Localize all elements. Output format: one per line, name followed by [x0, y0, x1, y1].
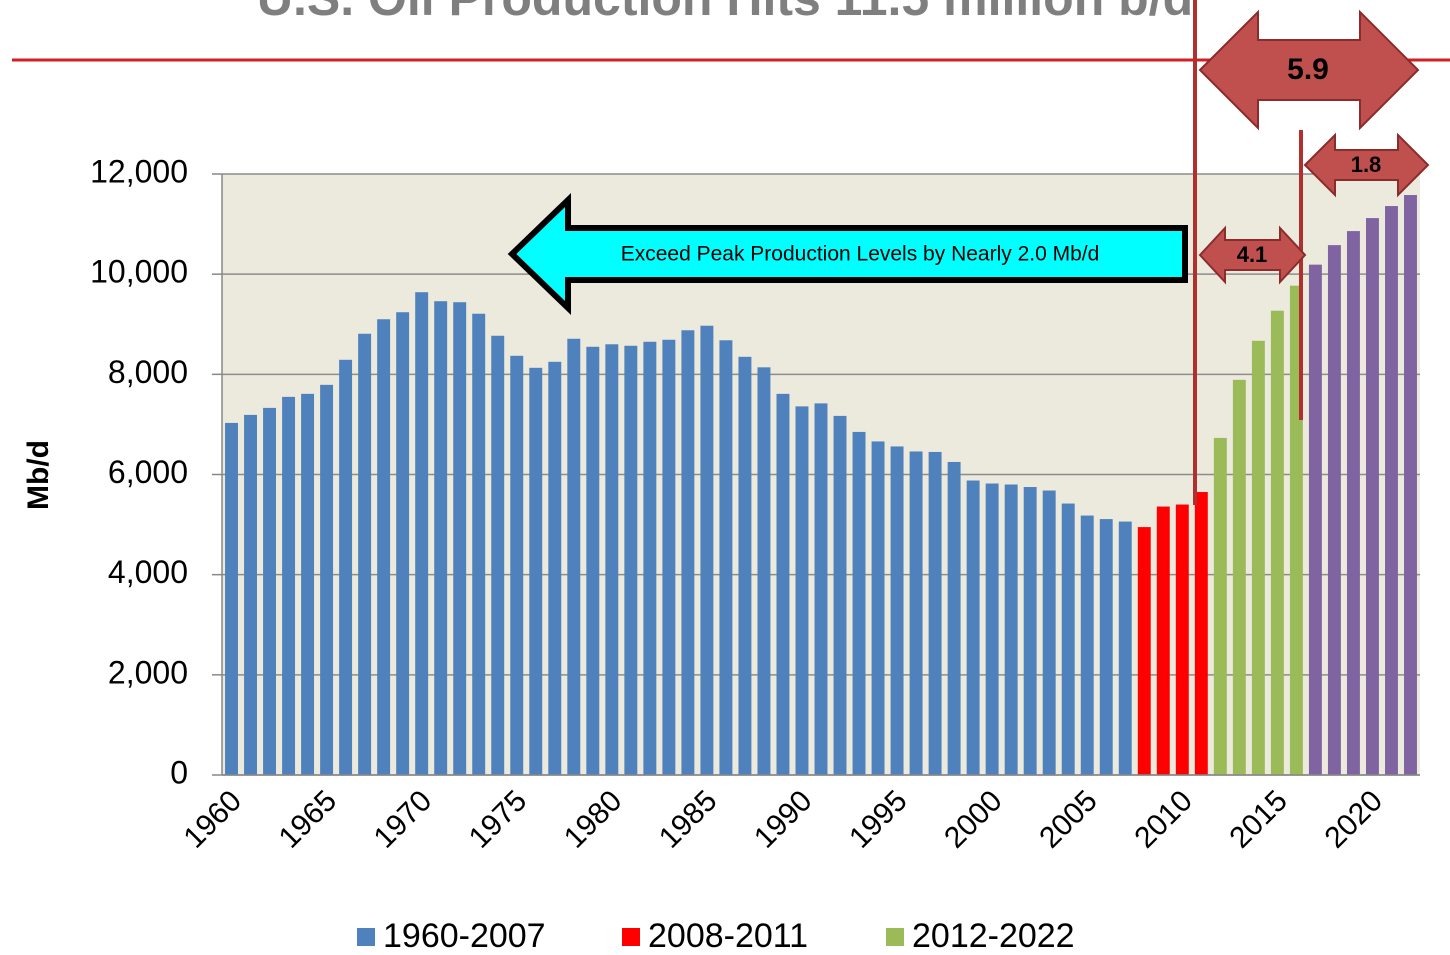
- y-tick-label: 6,000: [108, 454, 188, 490]
- bar: [358, 333, 372, 775]
- bar: [852, 431, 866, 775]
- bar: [1004, 484, 1018, 775]
- bar: [586, 346, 600, 775]
- x-tick-label: 2015: [1223, 784, 1294, 855]
- x-tick-label: 1970: [368, 784, 439, 855]
- bar: [377, 319, 391, 775]
- x-tick-label: 2005: [1033, 784, 1104, 855]
- annotation: 5.9: [1287, 53, 1329, 86]
- bar: [225, 422, 238, 775]
- y-tick-label: 8,000: [108, 354, 188, 390]
- bar: [415, 292, 429, 775]
- bar: [795, 406, 809, 775]
- x-tick-label: 1965: [273, 784, 344, 855]
- y-tick-label: 2,000: [108, 654, 188, 690]
- double-arrow: [1198, 9, 1420, 131]
- bar: [719, 340, 733, 775]
- bar: [472, 313, 486, 775]
- y-tick-label: 4,000: [108, 554, 188, 590]
- bar: [1251, 340, 1265, 775]
- bar: [1118, 521, 1132, 775]
- x-tick-label: 1990: [748, 784, 819, 855]
- bar: [1404, 195, 1417, 775]
- bar: [871, 441, 885, 775]
- legend-label: 2012-2022: [912, 917, 1075, 955]
- bar: [453, 302, 467, 775]
- x-tick-label: 1980: [558, 784, 629, 855]
- bar: [548, 361, 562, 775]
- bar: [1042, 490, 1056, 775]
- bar: [567, 338, 581, 775]
- bar: [928, 451, 942, 775]
- bar: [833, 415, 847, 775]
- bar: [1346, 231, 1360, 776]
- bar: [339, 359, 353, 775]
- x-tick-label: 1995: [843, 784, 914, 855]
- bar: [244, 414, 257, 775]
- x-tick-label: 1960: [178, 784, 249, 855]
- bar: [624, 345, 638, 775]
- bar: [985, 483, 999, 775]
- annotation: 4.1: [1237, 242, 1268, 267]
- bar: [738, 356, 752, 775]
- bar: [1156, 506, 1170, 775]
- bar: [1194, 492, 1208, 775]
- bar: [434, 301, 448, 775]
- legend-swatch: [886, 928, 904, 946]
- annotation: 1.8: [1351, 152, 1382, 177]
- bar: [1365, 218, 1379, 775]
- annotation: Exceed Peak Production Levels by Nearly …: [621, 243, 1100, 266]
- bar: [510, 355, 524, 775]
- bar: [605, 344, 619, 775]
- bar: [320, 384, 334, 775]
- bar: [700, 325, 714, 775]
- bar: [1308, 264, 1322, 775]
- bar: [1327, 245, 1341, 775]
- bar: [1023, 487, 1037, 775]
- legend-label: 1960-2007: [383, 917, 546, 955]
- y-tick-label: 0: [170, 754, 188, 790]
- x-tick-label: 1975: [463, 784, 534, 855]
- x-tick-label: 2000: [938, 784, 1009, 855]
- y-tick-label: 10,000: [90, 254, 188, 290]
- double-arrow: [1303, 132, 1430, 198]
- bar: [776, 393, 790, 775]
- legend-swatch: [622, 928, 640, 946]
- bar: [1080, 515, 1094, 775]
- bar: [1270, 310, 1284, 775]
- bar: [1099, 519, 1113, 775]
- bar: [909, 451, 923, 775]
- bar: [301, 393, 315, 775]
- bar: [1137, 527, 1151, 775]
- bar: [814, 403, 828, 775]
- bar: [757, 367, 771, 775]
- bar: [947, 461, 961, 775]
- bar: [662, 339, 676, 775]
- bar: [529, 367, 543, 775]
- bar: [1061, 503, 1075, 775]
- bar: [1385, 206, 1398, 775]
- bar: [1213, 437, 1227, 775]
- y-axis-label: Mb/d: [22, 440, 55, 510]
- chart-title: U.S. Oil Production Hits 11.5 million b/…: [257, 0, 1193, 26]
- x-tick-label: 2010: [1128, 784, 1199, 855]
- bar: [966, 480, 980, 775]
- bar: [282, 396, 296, 775]
- peak-arrow: [507, 192, 1188, 316]
- bar: [263, 407, 277, 775]
- bar: [1232, 379, 1246, 775]
- bar: [890, 446, 904, 775]
- bar: [643, 341, 657, 775]
- x-tick-label: 1985: [653, 784, 724, 855]
- bar: [681, 330, 695, 775]
- bar: [396, 312, 410, 775]
- bar: [1175, 504, 1189, 775]
- y-tick-label: 12,000: [90, 153, 188, 189]
- double-arrow: [1198, 225, 1307, 285]
- legend-label: 2008-2011: [648, 917, 808, 955]
- x-tick-label: 2020: [1318, 784, 1389, 855]
- bar: [491, 335, 505, 775]
- legend-swatch: [357, 928, 375, 946]
